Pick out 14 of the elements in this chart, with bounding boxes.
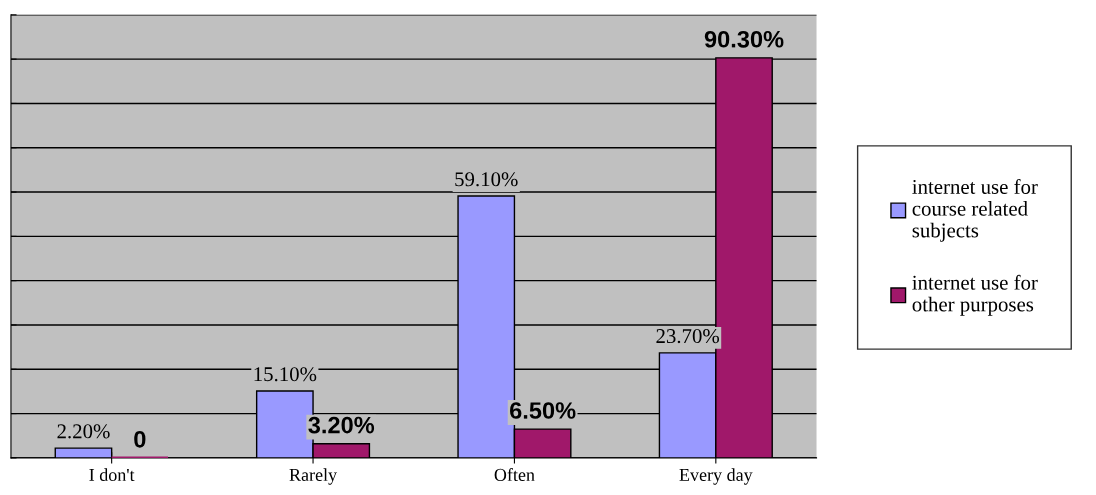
legend-label: internet use for other purposes bbox=[912, 274, 1038, 316]
data-label: 2.20% bbox=[57, 424, 110, 439]
data-label: 15.10% bbox=[254, 367, 317, 382]
data-label: 3.20% bbox=[308, 416, 375, 434]
data-label: 0 bbox=[134, 430, 146, 448]
x-tick-label: Every day bbox=[679, 468, 753, 485]
x-tick-label: I don't bbox=[89, 468, 135, 481]
x-tick-label: Often bbox=[494, 468, 535, 481]
legend-label: internet use for course related subjects bbox=[912, 179, 1038, 242]
data-label: 23.70% bbox=[656, 329, 720, 344]
x-tick-label: Rarely bbox=[289, 468, 338, 485]
data-label: 59.10% bbox=[455, 172, 518, 187]
data-label: 6.50% bbox=[510, 402, 576, 419]
data-label: 90.30% bbox=[704, 30, 784, 48]
